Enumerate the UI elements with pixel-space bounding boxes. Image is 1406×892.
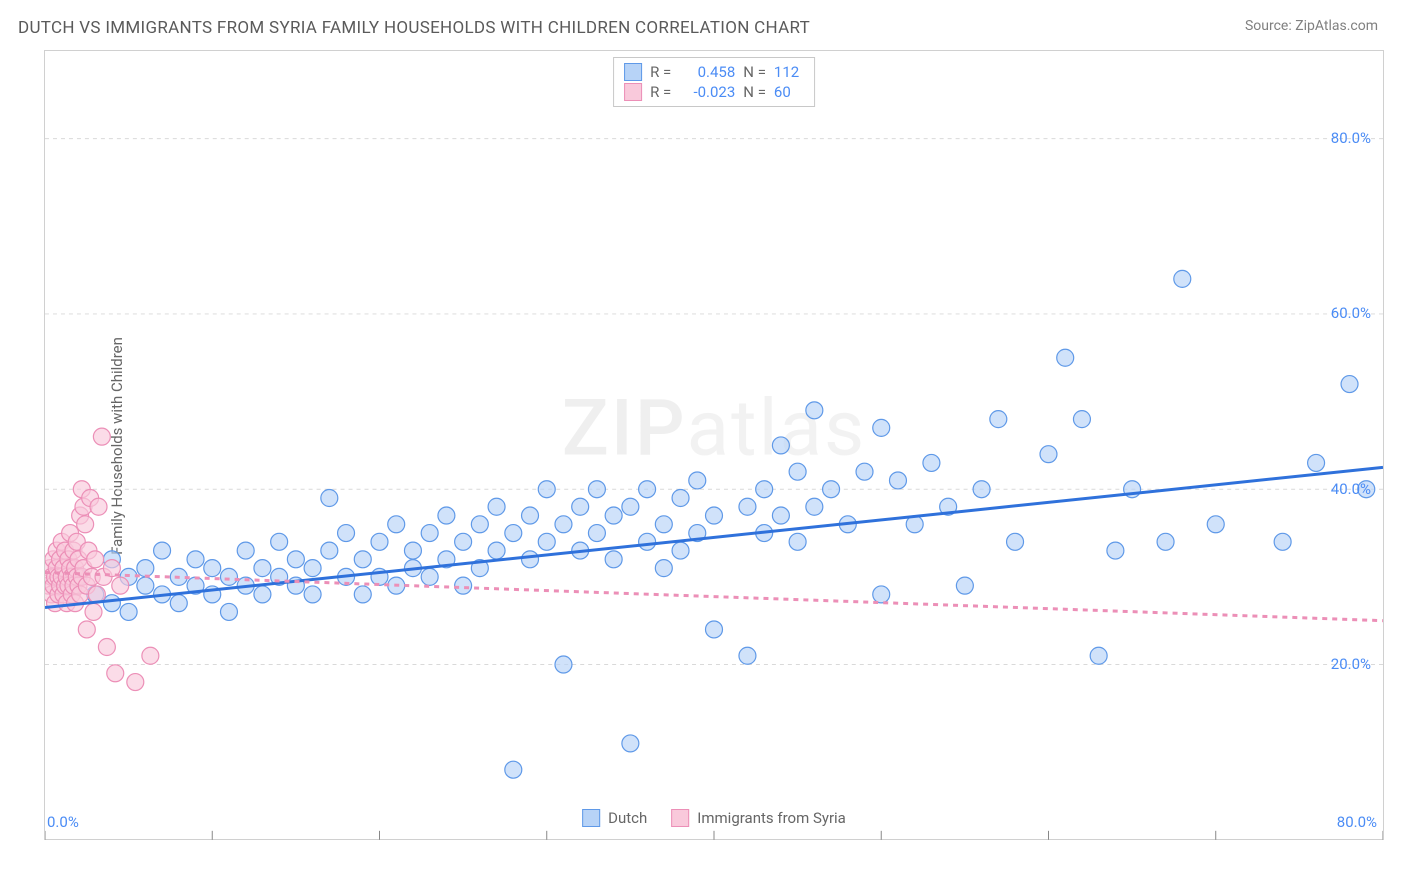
n-label: N = [743,83,766,101]
chart-title: DUTCH VS IMMIGRANTS FROM SYRIA FAMILY HO… [18,18,810,38]
r-value-dutch: 0.458 [679,63,735,81]
source-attribution: Source: ZipAtlas.com [1245,18,1378,34]
header: DUTCH VS IMMIGRANTS FROM SYRIA FAMILY HO… [0,0,1406,38]
swatch-syria [624,83,642,101]
y-tick-label: 20.0% [1331,655,1371,673]
r-label: R = [650,83,671,101]
scatter-plot [45,51,1383,840]
series-legend: Dutch Immigrants from Syria [582,809,846,827]
r-value-syria: -0.023 [679,83,735,101]
y-tick-label: 60.0% [1331,304,1371,322]
x-origin-label: 0.0% [47,813,79,831]
correlation-legend-row: R = 0.458 N = 112 [624,62,804,82]
n-value-dutch: 112 [774,63,804,81]
legend-label-syria: Immigrants from Syria [697,809,846,827]
legend-label-dutch: Dutch [608,809,647,827]
legend-item-syria: Immigrants from Syria [671,809,846,827]
correlation-legend-row: R = -0.023 N = 60 [624,82,804,102]
x-max-label: 80.0% [1337,813,1377,831]
n-label: N = [743,63,766,81]
legend-item-dutch: Dutch [582,809,647,827]
swatch-dutch [582,809,600,827]
n-value-syria: 60 [774,83,804,101]
y-tick-label: 80.0% [1331,129,1371,147]
swatch-syria [671,809,689,827]
correlation-legend: R = 0.458 N = 112 R = -0.023 N = 60 [613,57,815,107]
y-tick-label: 40.0% [1331,480,1371,498]
chart-area: ZIPatlas R = 0.458 N = 112 R = -0.023 N … [44,50,1384,840]
r-label: R = [650,63,671,81]
swatch-dutch [624,63,642,81]
